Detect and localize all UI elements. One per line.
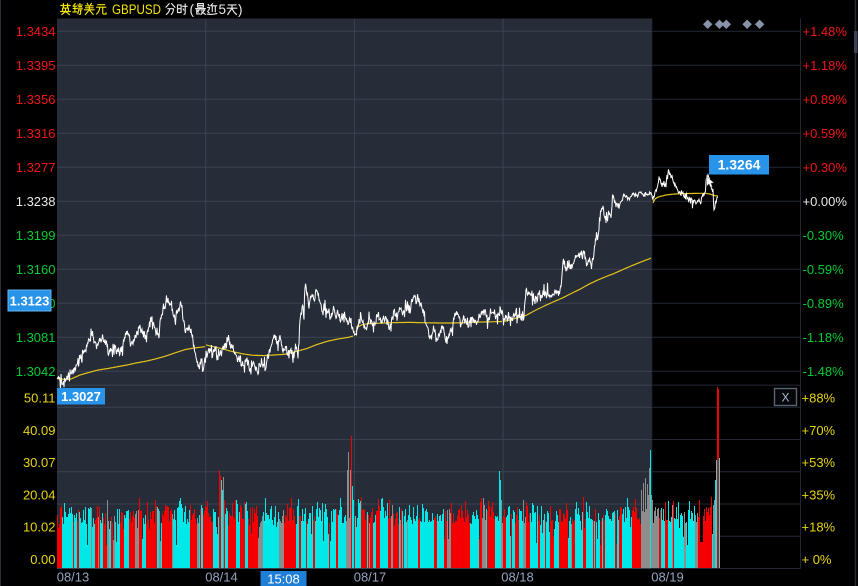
svg-text:1.3238: 1.3238 — [16, 194, 56, 209]
svg-text:+0.00%: +0.00% — [803, 194, 848, 209]
svg-text:+1.18%: +1.18% — [803, 58, 848, 73]
svg-text:1.3123: 1.3123 — [10, 294, 50, 309]
svg-text:+70%: +70% — [802, 423, 836, 438]
svg-text:5: 5 — [219, 2, 227, 17]
svg-text:50.11: 50.11 — [24, 391, 56, 406]
svg-text:+18%: +18% — [802, 520, 836, 535]
svg-text:+0.59%: +0.59% — [803, 126, 848, 141]
svg-text:08/18: 08/18 — [501, 570, 534, 585]
svg-text:08/14: 08/14 — [205, 570, 238, 585]
svg-text:15:08: 15:08 — [267, 571, 300, 586]
svg-text:30.07: 30.07 — [23, 455, 56, 470]
svg-text:0.00: 0.00 — [30, 552, 55, 567]
svg-text:08/17: 08/17 — [354, 570, 387, 585]
svg-text:-1.48%: -1.48% — [803, 364, 845, 379]
svg-text:-0.89%: -0.89% — [803, 296, 845, 311]
svg-text:-1.18%: -1.18% — [803, 330, 845, 345]
svg-text:1.3316: 1.3316 — [16, 126, 56, 141]
svg-text:+0.30%: +0.30% — [803, 160, 848, 175]
svg-text:1.3277: 1.3277 — [16, 160, 56, 175]
svg-text:+35%: +35% — [802, 487, 836, 502]
svg-text:10.02: 10.02 — [23, 520, 56, 535]
svg-text:): ) — [238, 2, 243, 17]
svg-text:1.3042: 1.3042 — [16, 364, 56, 379]
svg-text:1.3356: 1.3356 — [16, 92, 56, 107]
svg-text:1.3081: 1.3081 — [16, 330, 56, 345]
svg-text:1.3160: 1.3160 — [16, 262, 56, 277]
svg-text:1.3027: 1.3027 — [61, 389, 101, 404]
svg-text:40.09: 40.09 — [23, 423, 56, 438]
svg-text:(: ( — [190, 2, 195, 17]
svg-text:1.3199: 1.3199 — [16, 228, 56, 243]
svg-text:+0.89%: +0.89% — [803, 92, 848, 107]
svg-text:1.3434: 1.3434 — [16, 24, 56, 39]
svg-text:1.3395: 1.3395 — [16, 58, 56, 73]
svg-text:+1.48%: +1.48% — [803, 24, 848, 39]
svg-text:20.04: 20.04 — [23, 487, 56, 502]
svg-text:-0.30%: -0.30% — [803, 228, 845, 243]
svg-text:08/19: 08/19 — [651, 570, 684, 585]
svg-text:+53%: +53% — [802, 455, 836, 470]
svg-text:08/13: 08/13 — [57, 570, 90, 585]
svg-text:1.3264: 1.3264 — [718, 157, 761, 173]
svg-text:+ 0%: + 0% — [802, 552, 832, 567]
svg-text:GBPUSD: GBPUSD — [112, 2, 161, 17]
svg-text:+88%: +88% — [802, 391, 836, 406]
svg-text:-0.59%: -0.59% — [803, 262, 845, 277]
svg-text:X: X — [781, 391, 789, 405]
